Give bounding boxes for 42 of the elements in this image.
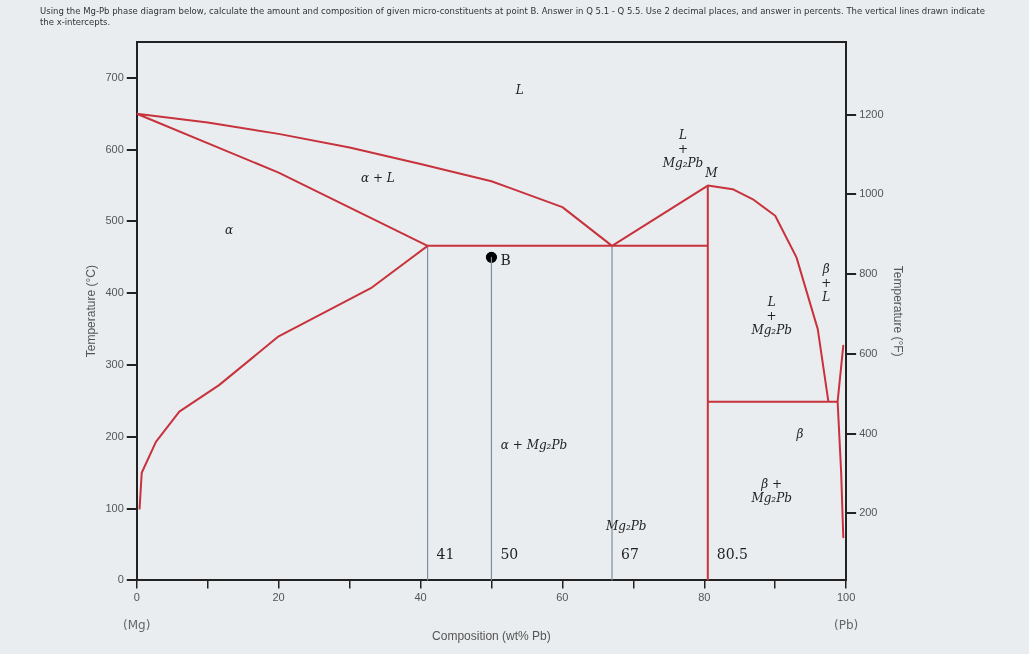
y-tick-label: 700 <box>105 70 124 83</box>
annotation: Mg₂Pb <box>604 518 647 533</box>
annotation: M <box>704 166 719 181</box>
annotation: L <box>514 82 524 97</box>
annotation: 41 <box>436 546 455 563</box>
y-tick-label: 300 <box>105 358 124 371</box>
y-tick-label: 200 <box>105 429 124 442</box>
annotation: β + L <box>821 262 832 305</box>
annotation: L + Mg₂Pb <box>750 294 792 337</box>
y2-tick-label: 800 <box>859 267 878 280</box>
y2-tick-label: 600 <box>859 346 878 359</box>
annotation: B <box>500 252 511 268</box>
y-tick-label: 500 <box>105 214 124 227</box>
y2-tick-label: 1200 <box>859 107 884 120</box>
text: (Mg) <box>123 618 151 633</box>
x-axis-title: Composition (wt% Pb) <box>432 629 551 644</box>
annotation: 67 <box>621 546 639 563</box>
chart-title: Using the Mg-Pb phase diagram below, calculate the amount and composition of given micro-constituents at point B. Answer in Q 5.1 - Q 5.5. Use 2 decimal places, and answer in percents. The vertical lines drawn indicate the x-intercepts. <box>40 6 986 28</box>
x-tick-label: 80 <box>698 591 711 604</box>
annotation: 50 <box>500 546 519 563</box>
x-tick-label: 60 <box>556 591 569 604</box>
annotation: 80.5 <box>716 546 748 563</box>
annotation: α <box>224 222 234 237</box>
annotation: β <box>795 427 804 442</box>
y-axis-title: Temperature (°C) <box>83 265 98 358</box>
y-tick-label: 400 <box>105 286 124 299</box>
y2-tick-label: 1000 <box>859 187 884 200</box>
y2-tick-label: 200 <box>859 506 878 519</box>
y2-axis-title: Temperature (°F) <box>891 265 906 357</box>
y-tick-label: 600 <box>105 142 124 155</box>
text: (Pb) <box>834 618 859 633</box>
y-tick-label: 0 <box>117 573 124 586</box>
annotation: α + Mg₂Pb <box>500 437 568 452</box>
annotation: L + Mg₂Pb <box>661 127 704 170</box>
x-tick-label: 40 <box>414 591 427 604</box>
y2-tick-label: 400 <box>859 426 878 439</box>
annotation: β + Mg₂Pb <box>750 476 792 505</box>
x-tick-label: 100 <box>836 591 856 604</box>
y-tick-label: 100 <box>105 501 124 514</box>
x-tick-label: 0 <box>133 591 140 604</box>
annotation: α + L <box>361 171 395 186</box>
x-tick-label: 20 <box>272 591 285 604</box>
